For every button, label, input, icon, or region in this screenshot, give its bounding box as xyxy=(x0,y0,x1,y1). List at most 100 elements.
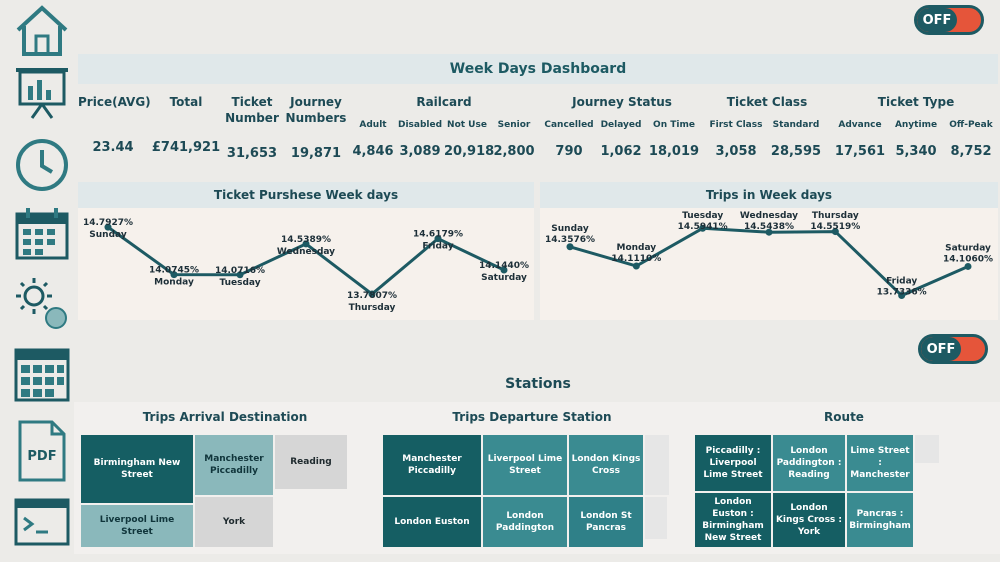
data-point[interactable] xyxy=(632,262,640,270)
kpi-total-value: £741,921 xyxy=(151,140,221,155)
calendar-icon[interactable] xyxy=(12,204,72,262)
kpi-type-anytime: Anytime 5,340 xyxy=(888,120,944,159)
kpi-sub-label: Delayed xyxy=(600,120,642,130)
departure-tile[interactable]: Manchester Piccadilly xyxy=(382,434,482,496)
route-tile[interactable]: London Kings Cross : York xyxy=(772,492,846,548)
arrival-title: Trips Arrival Destination xyxy=(142,410,308,424)
kpi-total-label: Total xyxy=(169,95,203,109)
data-point[interactable] xyxy=(170,271,178,279)
value-label: 14.6179% xyxy=(413,230,463,240)
data-point[interactable] xyxy=(434,235,442,243)
route-tile[interactable]: Piccadilly : Liverpool Lime Street xyxy=(694,434,772,492)
value-label: 14.5519% xyxy=(810,222,860,232)
dashboard-title: Week Days Dashboard xyxy=(78,54,998,84)
data-point[interactable] xyxy=(566,243,574,251)
kpi-sub-label: Adult xyxy=(359,120,387,130)
kpi-type-advance: Advance 17,561 xyxy=(834,120,886,159)
kpi-sub-value: 5,340 xyxy=(895,144,937,159)
kpi-sub-value: 1,062 xyxy=(600,144,642,159)
kpi-journey-status-label: Journey Status xyxy=(572,95,672,109)
data-point[interactable] xyxy=(964,262,972,270)
stations-toggle-switch[interactable]: OFF xyxy=(918,334,988,364)
category-label: Thursday xyxy=(812,211,859,221)
calendar-grid-icon[interactable] xyxy=(12,346,72,404)
chart-title-trips-week-days: Trips in Week days xyxy=(540,182,998,208)
category-label: Wednesday xyxy=(740,211,798,221)
kpi-area: Price(AVG) 23.44 Total £741,921 Ticket N… xyxy=(78,84,998,178)
category-label: Friday xyxy=(422,242,453,252)
value-label: 14.3576% xyxy=(545,235,595,245)
kpi-sub-value: 3,058 xyxy=(715,144,757,159)
arrival-tile[interactable]: Birmingham New Street xyxy=(80,434,194,504)
kpi-sub-label: Standard xyxy=(772,120,820,130)
pdf-icon-label: PDF xyxy=(27,449,56,464)
presentation-icon[interactable] xyxy=(12,64,72,122)
data-point[interactable] xyxy=(368,290,376,298)
category-label: Saturday xyxy=(945,243,991,253)
terminal-icon[interactable] xyxy=(12,494,72,552)
value-label: 13.7807% xyxy=(347,291,397,301)
route-tile[interactable]: London Paddington : Reading xyxy=(772,434,846,492)
value-label: 14.1440% xyxy=(479,261,529,271)
departure-tile-placeholder xyxy=(644,496,668,540)
chart-ticket-purchase-svg: 14.7927% Sunday 14.0745% Monday 14.0716% Tues… xyxy=(83,218,529,313)
arrival-tile[interactable]: Liverpool Lime Street xyxy=(80,504,194,548)
data-point[interactable] xyxy=(699,224,707,232)
departure-tile[interactable]: London Paddington xyxy=(482,496,568,548)
route-tile[interactable]: London Euston : Birmingham New Street xyxy=(694,492,772,548)
kpi-sub-label: First Class xyxy=(709,120,763,130)
kpi-sub-label: Senior xyxy=(497,120,531,130)
value-label: 14.5941% xyxy=(678,222,728,232)
kpi-status-delayed: Delayed 1,062 xyxy=(596,120,646,159)
kpi-ticket-class-label: Ticket Class xyxy=(726,95,808,109)
departure-tile[interactable]: London St Pancras xyxy=(568,496,644,548)
route-tile[interactable]: Pancras : Birmingham xyxy=(846,492,914,548)
data-point[interactable] xyxy=(104,223,112,231)
route-tile[interactable]: Lime Street : Manchester xyxy=(846,434,914,492)
kpi-sub-value: 8,752 xyxy=(950,144,992,159)
kpi-ticket-type: Ticket Type xyxy=(834,94,998,110)
kpi-status-on-time: On Time 18,019 xyxy=(648,120,700,159)
category-label: Monday xyxy=(617,243,657,253)
data-point[interactable] xyxy=(765,228,773,236)
departure-title: Trips Departure Station xyxy=(452,410,612,424)
arrival-tile[interactable]: Manchester Piccadilly xyxy=(194,434,274,496)
sidebar: PDF xyxy=(0,0,78,562)
data-point[interactable] xyxy=(500,266,508,274)
kpi-sub-label: Disabled xyxy=(397,120,443,130)
value-label: 14.0716% xyxy=(215,266,265,276)
value-label: 13.7336% xyxy=(877,288,927,298)
toggle-label: OFF xyxy=(917,8,957,32)
value-label: 14.7927% xyxy=(83,218,133,228)
kpi-ticket-number-value: 31,653 xyxy=(226,146,278,161)
weather-icon[interactable] xyxy=(12,274,72,332)
category-label: Saturday xyxy=(481,273,527,283)
value-label: 14.5438% xyxy=(744,222,794,232)
chart-trips-week-days: Sunday 14.3576% Monday 14.1110% Tuesday 14.59… xyxy=(540,208,998,320)
kpi-railcard-label: Railcard xyxy=(416,95,472,109)
value-label: 14.5389% xyxy=(281,235,331,245)
chart-title-ticket-purchase: Ticket Purshese Week days xyxy=(78,182,534,208)
data-point[interactable] xyxy=(236,271,244,279)
data-point[interactable] xyxy=(898,292,906,300)
data-point[interactable] xyxy=(831,228,839,236)
departure-tile[interactable]: Liverpool Lime Street xyxy=(482,434,568,496)
category-label: Tuesday xyxy=(682,211,723,221)
top-toggle-switch[interactable]: OFF xyxy=(914,5,984,35)
departure-tile[interactable]: London Euston xyxy=(382,496,482,548)
kpi-sub-label: Cancelled xyxy=(544,120,594,130)
kpi-ticket-number: Ticket Number 31,653 xyxy=(224,94,280,161)
data-point[interactable] xyxy=(302,240,310,248)
clock-icon[interactable] xyxy=(12,136,72,194)
departure-tile[interactable]: London Kings Cross xyxy=(568,434,644,496)
category-label: Sunday xyxy=(551,224,589,234)
home-icon[interactable] xyxy=(12,2,72,60)
kpi-class-standard: Standard 28,595 xyxy=(766,120,826,159)
kpi-railcard-disabled: Disabled 3,089 xyxy=(396,120,444,159)
pdf-icon[interactable]: PDF xyxy=(12,418,72,484)
arrival-tile[interactable]: Reading xyxy=(274,434,348,490)
arrival-tile[interactable]: York xyxy=(194,496,274,548)
kpi-sub-value: 4,846 xyxy=(352,144,394,159)
category-label: Thursday xyxy=(349,303,396,313)
